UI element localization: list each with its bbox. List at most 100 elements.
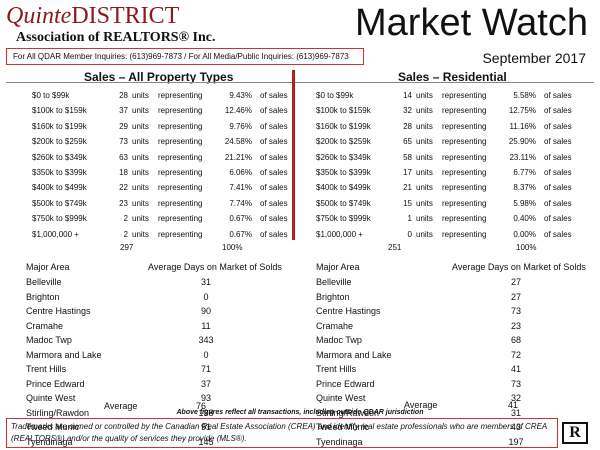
of-sales-label: of sales	[544, 152, 572, 162]
price-range: $500k to $749k	[316, 198, 371, 208]
days-on-market: 138	[198, 407, 214, 418]
days-on-market: 197	[508, 436, 524, 447]
unit-count: 63	[119, 152, 128, 162]
units-label: units	[416, 91, 433, 100]
representing-label: representing	[158, 198, 203, 208]
days-on-market: 27	[510, 277, 521, 287]
of-sales-label: of sales	[544, 198, 572, 208]
sales-percent: 0.40%	[513, 214, 536, 224]
of-sales-label: of sales	[260, 121, 288, 131]
units-label: units	[416, 106, 433, 116]
of-sales-label: of sales	[260, 198, 288, 208]
area-name: Prince Edward	[316, 378, 375, 389]
page-title: Market Watch	[355, 2, 588, 44]
representing-label: representing	[442, 106, 487, 116]
unit-count: 73	[119, 137, 128, 147]
days-on-market: 43	[510, 422, 521, 432]
units-label: units	[132, 229, 149, 239]
of-sales-label: of sales	[544, 229, 572, 239]
days-on-market: 11	[201, 320, 211, 331]
dom-all-days-header: Average Days on Market of Solds	[148, 262, 282, 272]
representing-label: representing	[158, 167, 203, 177]
sales-percent: 23.11%	[509, 152, 536, 162]
realtor-logo-icon: R	[562, 422, 588, 444]
units-label: units	[416, 229, 433, 239]
representing-label: representing	[158, 121, 203, 131]
area-name: Madoc Twp	[26, 335, 72, 345]
area-name: Brighton	[26, 291, 60, 302]
inquiry-contact-box: For All QDAR Member Inquiries: (613)969-…	[6, 48, 364, 65]
days-on-market: 0	[203, 291, 209, 302]
price-range: $100k to $159k	[32, 106, 87, 116]
association-logo: QuinteDISTRICT Association of REALTORS® …	[6, 4, 266, 46]
sales-percent: 5.98%	[513, 198, 536, 208]
of-sales-label: of sales	[260, 214, 288, 224]
representing-label: representing	[442, 214, 487, 224]
unit-count: 28	[119, 91, 128, 100]
days-on-market: 343	[198, 335, 214, 345]
price-range: $350k to $399k	[316, 167, 371, 177]
price-range: $0 to $99k	[32, 91, 70, 100]
area-name: Belleville	[26, 277, 62, 287]
jurisdiction-footnote: Above figures reflect all transactions, …	[176, 409, 424, 416]
sales-percent: 7.41%	[229, 183, 252, 193]
price-range: $350k to $399k	[32, 167, 87, 177]
sales-percent: 25.90%	[508, 137, 536, 147]
days-on-market: 68	[510, 335, 521, 345]
area-name: Cramahe	[26, 320, 64, 331]
unit-count: 15	[403, 198, 412, 208]
sales-res-total-count: 251	[388, 243, 402, 252]
unit-count: 58	[403, 152, 412, 162]
representing-label: representing	[158, 106, 203, 116]
logo-association-name: Association of REALTORS® Inc.	[16, 30, 216, 45]
representing-label: representing	[158, 137, 203, 147]
units-label: units	[416, 121, 433, 131]
area-name: Quinte West	[26, 393, 76, 403]
units-label: units	[132, 198, 149, 208]
of-sales-label: of sales	[544, 214, 572, 224]
area-name: Tyendinaga	[26, 436, 73, 447]
area-name: Brighton	[316, 291, 350, 302]
unit-count: 17	[403, 167, 412, 177]
sales-percent: 21.21%	[224, 152, 252, 162]
area-name: Trent Hills	[316, 364, 357, 374]
sales-percent: 9.76%	[229, 121, 252, 131]
column-divider	[292, 70, 295, 240]
representing-label: representing	[442, 137, 487, 147]
sales-res-total-pct: 100%	[516, 243, 537, 252]
area-name: Cramahe	[316, 320, 354, 331]
days-on-market: 37	[200, 378, 211, 389]
days-on-market: 90	[200, 306, 211, 316]
unit-count: 22	[119, 183, 128, 193]
units-label: units	[416, 152, 433, 162]
representing-label: representing	[442, 152, 487, 162]
sales-percent: 5.58%	[513, 91, 536, 100]
unit-count: 28	[403, 121, 412, 131]
sales-percent: 0.00%	[513, 229, 536, 239]
price-range: $400k to $499k	[32, 183, 87, 193]
area-name: Marmora and Lake	[26, 349, 102, 360]
sales-percent: 6.77%	[513, 167, 536, 177]
dom-res-average-value: 41	[508, 400, 519, 410]
sales-percent: 24.58%	[224, 137, 252, 147]
of-sales-label: of sales	[544, 137, 572, 147]
dom-res-days-header: Average Days on Market of Solds	[452, 262, 586, 272]
of-sales-label: of sales	[260, 167, 288, 177]
price-range: $0 to $99k	[316, 91, 354, 100]
of-sales-label: of sales	[260, 137, 288, 147]
price-range: $750k to $999k	[32, 214, 87, 224]
units-label: units	[132, 214, 149, 224]
price-range: $160k to $199k	[32, 121, 87, 131]
of-sales-label: of sales	[544, 106, 572, 116]
representing-label: representing	[442, 121, 487, 131]
of-sales-label: of sales	[260, 183, 288, 193]
unit-count: 18	[119, 167, 128, 177]
days-on-market: 73	[510, 306, 521, 316]
representing-label: representing	[442, 198, 487, 208]
unit-count: 14	[403, 91, 412, 100]
sales-percent: 7.74%	[229, 198, 252, 208]
days-on-market: 145	[198, 436, 214, 447]
sales-all-total-count: 297	[120, 243, 134, 252]
representing-label: representing	[442, 183, 487, 193]
dom-all-area-header: Major Area	[26, 262, 70, 272]
